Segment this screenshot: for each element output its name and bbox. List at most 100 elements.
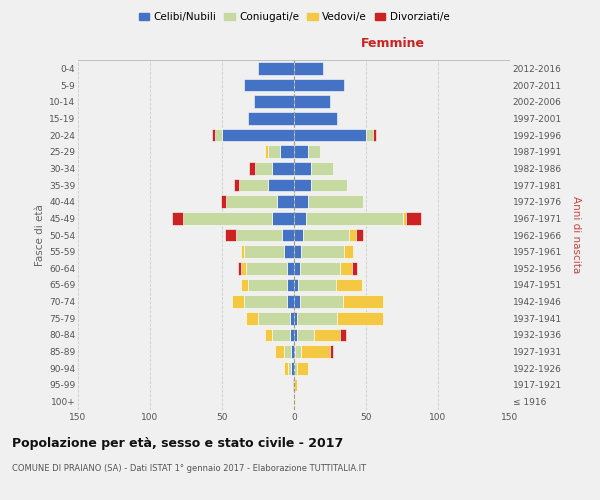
Bar: [340, 329, 346, 341]
Bar: [294, 196, 308, 208]
Bar: [373, 129, 376, 141]
Bar: [302, 229, 349, 241]
Bar: [258, 62, 294, 74]
Bar: [236, 229, 283, 241]
Bar: [406, 212, 421, 224]
Bar: [280, 146, 294, 158]
Bar: [340, 262, 352, 274]
Bar: [247, 262, 287, 274]
Bar: [293, 379, 294, 391]
Bar: [294, 362, 297, 374]
Bar: [238, 262, 241, 274]
Bar: [294, 296, 300, 308]
Bar: [294, 179, 311, 192]
Bar: [349, 229, 356, 241]
Bar: [250, 162, 255, 174]
Bar: [301, 246, 344, 258]
Bar: [308, 196, 363, 208]
Bar: [287, 279, 294, 291]
Bar: [288, 362, 291, 374]
Bar: [284, 246, 294, 258]
Bar: [314, 329, 340, 341]
Bar: [241, 246, 244, 258]
Bar: [284, 362, 288, 374]
Bar: [336, 279, 362, 291]
Bar: [295, 346, 301, 358]
Bar: [248, 112, 294, 124]
Bar: [244, 246, 284, 258]
Bar: [294, 379, 297, 391]
Bar: [356, 229, 363, 241]
Bar: [344, 246, 353, 258]
Bar: [287, 296, 294, 308]
Bar: [277, 196, 294, 208]
Bar: [366, 129, 373, 141]
Bar: [212, 129, 215, 141]
Bar: [290, 312, 294, 324]
Bar: [294, 396, 295, 408]
Text: Femmine: Femmine: [361, 36, 425, 50]
Bar: [284, 346, 291, 358]
Bar: [297, 329, 314, 341]
Bar: [172, 212, 183, 224]
Bar: [244, 296, 287, 308]
Bar: [403, 212, 406, 224]
Bar: [294, 279, 298, 291]
Bar: [294, 329, 297, 341]
Bar: [300, 262, 340, 274]
Bar: [241, 279, 248, 291]
Bar: [294, 262, 300, 274]
Bar: [294, 129, 366, 141]
Text: Popolazione per età, sesso e stato civile - 2017: Popolazione per età, sesso e stato civil…: [12, 438, 343, 450]
Bar: [272, 329, 290, 341]
Bar: [337, 312, 383, 324]
Bar: [298, 279, 336, 291]
Bar: [294, 229, 302, 241]
Bar: [294, 79, 344, 92]
Bar: [254, 96, 294, 108]
Bar: [352, 262, 358, 274]
Bar: [294, 246, 301, 258]
Bar: [248, 279, 287, 291]
Bar: [311, 179, 347, 192]
Bar: [255, 162, 272, 174]
Bar: [294, 146, 308, 158]
Bar: [294, 162, 311, 174]
Bar: [232, 296, 244, 308]
Bar: [275, 346, 284, 358]
Bar: [239, 179, 268, 192]
Bar: [283, 229, 294, 241]
Bar: [308, 146, 320, 158]
Bar: [272, 162, 294, 174]
Bar: [215, 129, 222, 141]
Bar: [247, 312, 258, 324]
Bar: [233, 179, 239, 192]
Bar: [221, 196, 226, 208]
Y-axis label: Anni di nascita: Anni di nascita: [571, 196, 581, 274]
Bar: [294, 112, 337, 124]
Bar: [297, 312, 337, 324]
Bar: [268, 146, 280, 158]
Bar: [294, 346, 295, 358]
Bar: [258, 312, 290, 324]
Text: COMUNE DI PRAIANO (SA) - Dati ISTAT 1° gennaio 2017 - Elaborazione TUTTITALIA.IT: COMUNE DI PRAIANO (SA) - Dati ISTAT 1° g…: [12, 464, 366, 473]
Bar: [291, 362, 294, 374]
Bar: [265, 329, 272, 341]
Bar: [294, 212, 305, 224]
Bar: [330, 346, 333, 358]
Bar: [301, 346, 330, 358]
Bar: [305, 212, 403, 224]
Bar: [268, 179, 294, 192]
Bar: [225, 229, 236, 241]
Bar: [244, 79, 294, 92]
Bar: [290, 329, 294, 341]
Bar: [272, 212, 294, 224]
Bar: [300, 296, 343, 308]
Bar: [311, 162, 333, 174]
Bar: [226, 196, 277, 208]
Bar: [265, 146, 268, 158]
Bar: [222, 129, 294, 141]
Bar: [297, 362, 308, 374]
Bar: [294, 312, 297, 324]
Legend: Celibi/Nubili, Coniugati/e, Vedovi/e, Divorziati/e: Celibi/Nubili, Coniugati/e, Vedovi/e, Di…: [134, 8, 454, 26]
